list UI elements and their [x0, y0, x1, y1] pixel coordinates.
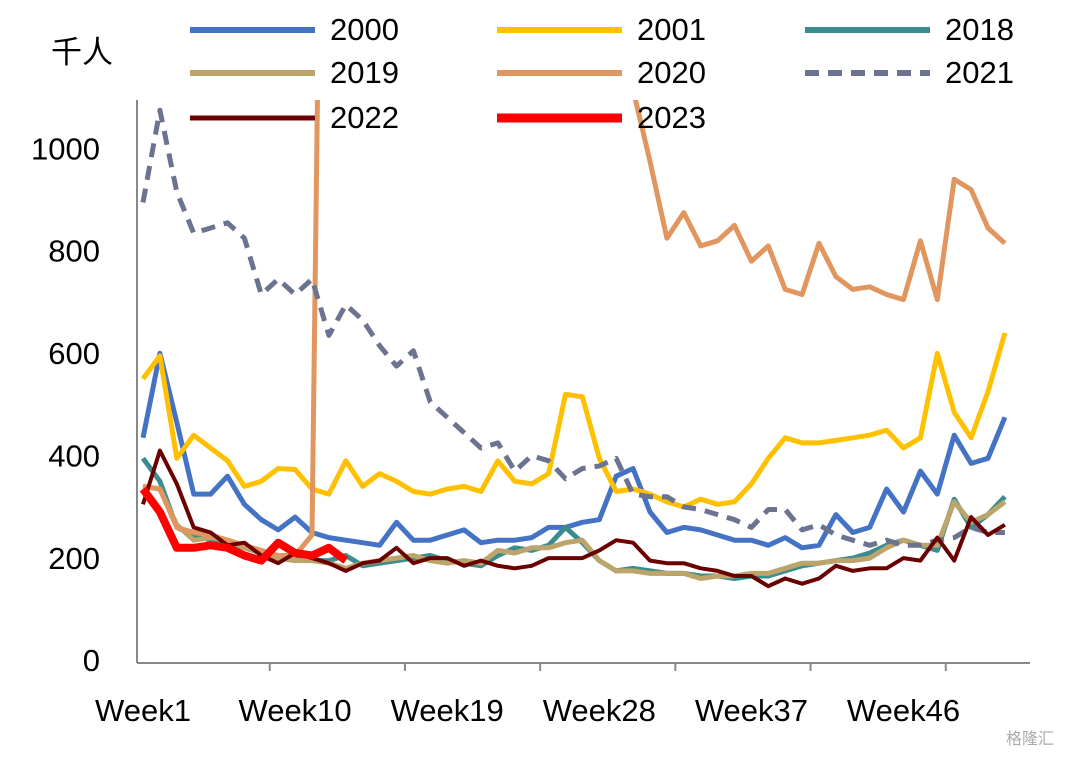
- legend-label: 2020: [637, 55, 706, 90]
- legend-label: 2022: [330, 100, 399, 135]
- y-tick-label: 0: [83, 643, 100, 678]
- x-tick-label: Week37: [695, 693, 808, 728]
- legend-label: 2018: [945, 12, 1014, 47]
- y-tick-label: 200: [48, 541, 100, 576]
- watermark: 格隆汇: [1006, 730, 1054, 748]
- series-line: [141, 448, 1006, 589]
- legend-label: 2023: [637, 100, 706, 135]
- plot-area: [139, 100, 1008, 589]
- x-tick-label: Week19: [391, 693, 504, 728]
- legend-label: 2000: [330, 12, 399, 47]
- legend-label: 2021: [945, 55, 1014, 90]
- legend-label: 2001: [637, 12, 706, 47]
- legend-label: 2019: [330, 55, 399, 90]
- x-tick-label: Week28: [543, 693, 656, 728]
- series-line: [140, 107, 1005, 548]
- y-tick-label: 800: [48, 234, 100, 269]
- y-tick-label: 400: [48, 438, 100, 473]
- x-tick-label: Week1: [95, 693, 191, 728]
- series-line: [142, 100, 1007, 558]
- x-tick-label: Week46: [847, 693, 960, 728]
- series-line: [139, 486, 349, 565]
- series-line: [140, 332, 1008, 510]
- series-line: [140, 350, 1008, 551]
- y-tick-label: 600: [48, 336, 100, 371]
- x-tick-label: Week10: [239, 693, 352, 728]
- y-axis-unit: 千人: [51, 35, 113, 70]
- y-tick-label: 1000: [31, 131, 100, 166]
